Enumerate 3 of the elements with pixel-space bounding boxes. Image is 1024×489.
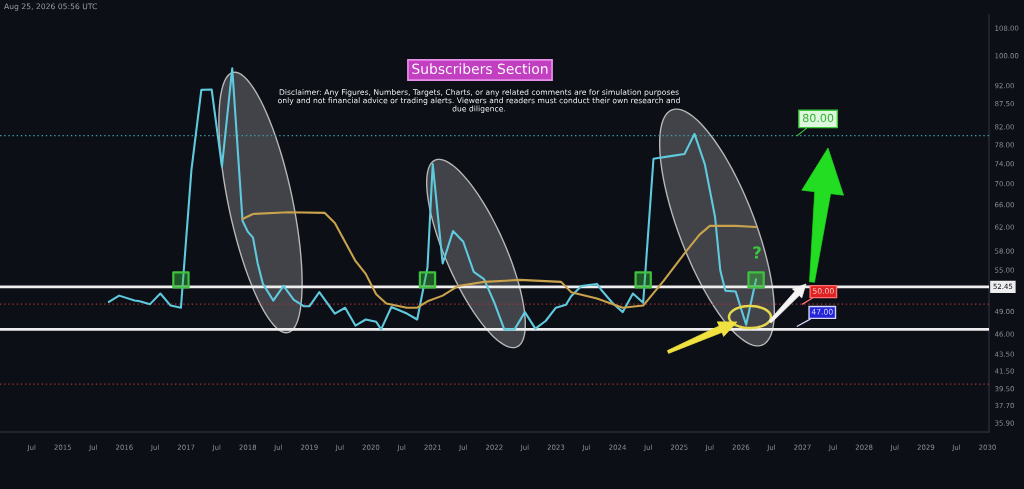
annotation: 80.00 bbox=[802, 113, 834, 123]
text: Subscribers Section bbox=[412, 63, 548, 75]
annotation: ? bbox=[753, 246, 761, 259]
